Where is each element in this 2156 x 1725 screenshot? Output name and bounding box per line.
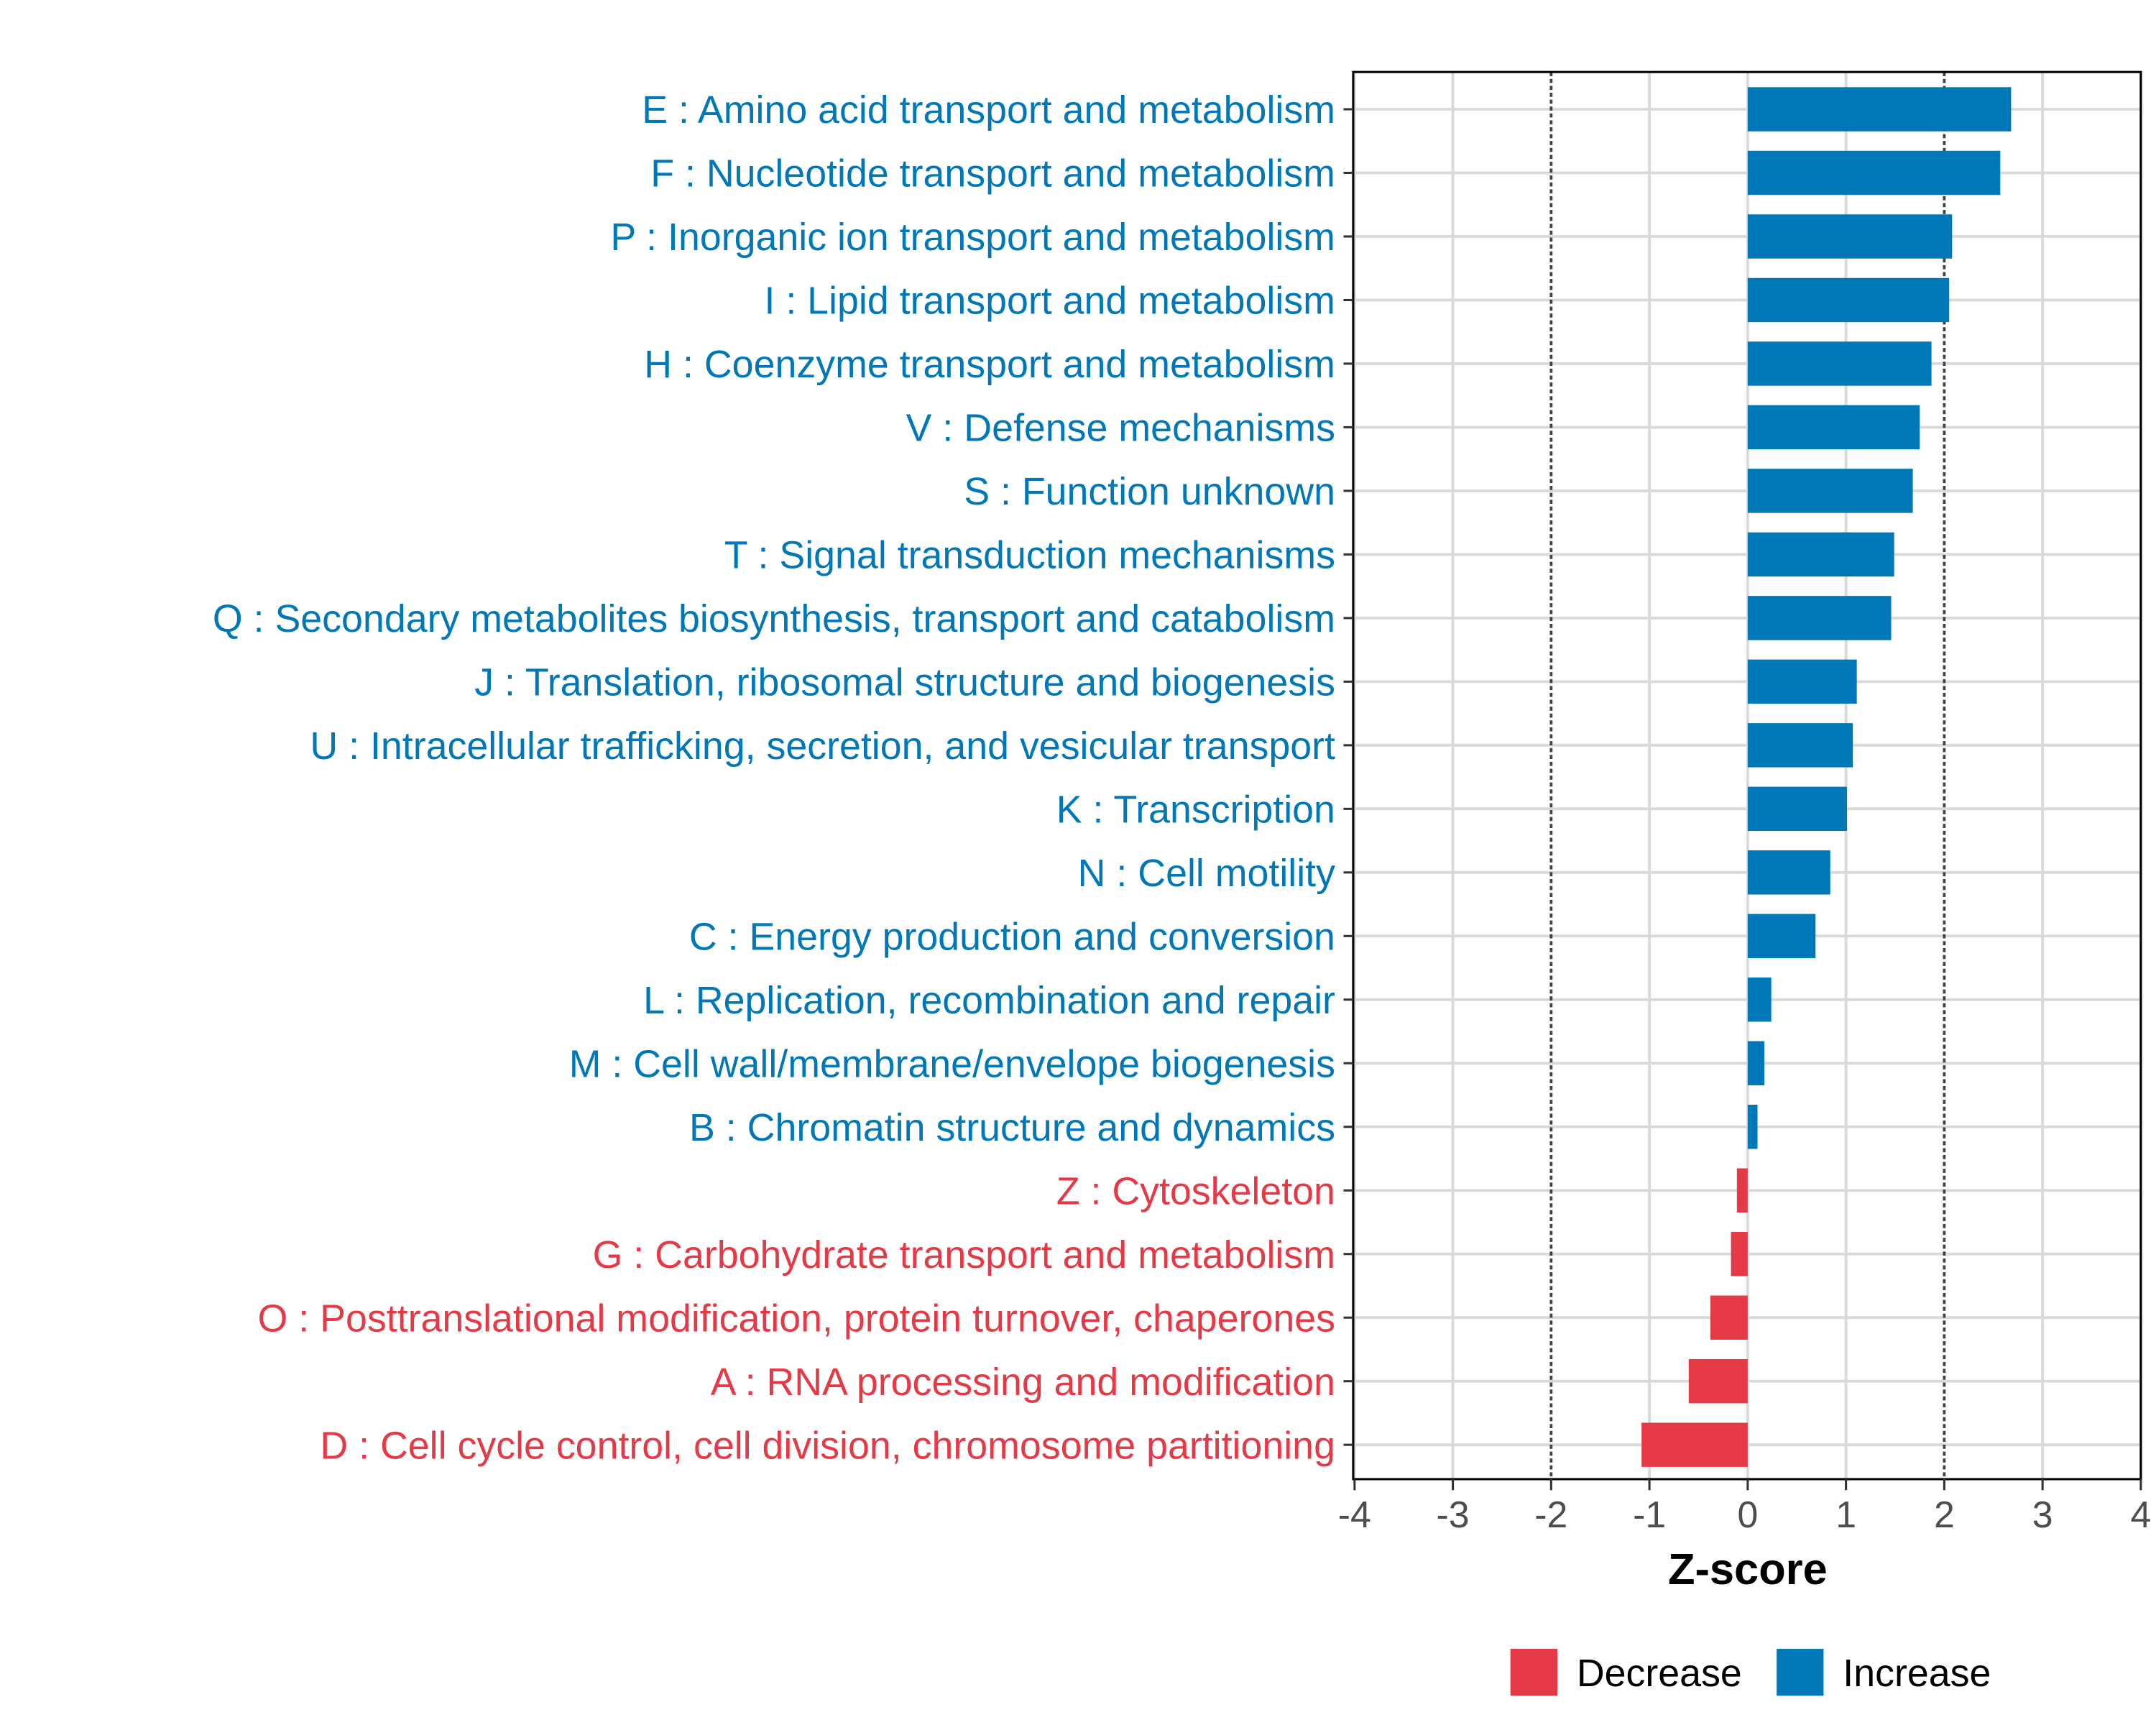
bar	[1747, 150, 2001, 196]
y-tick-label: K : Transcription	[1056, 788, 1335, 832]
bar	[1747, 469, 1913, 513]
x-tick-label: -4	[1338, 1494, 1371, 1535]
y-tick-label: G : Carbohydrate transport and metabolis…	[593, 1233, 1335, 1276]
bar	[1747, 1105, 1758, 1149]
bar	[1736, 1168, 1748, 1213]
legend: Decrease Increase	[1510, 1649, 1991, 1696]
bar	[1688, 1358, 1748, 1404]
legend-swatch-decrease	[1510, 1649, 1557, 1696]
x-tick-label: -2	[1534, 1494, 1567, 1535]
y-tick-label: E : Amino acid transport and metabolism	[642, 88, 1335, 132]
y-tick-label: H : Coenzyme transport and metabolism	[644, 343, 1335, 386]
y-tick-label: P : Inorganic ion transport and metaboli…	[610, 216, 1335, 259]
y-tick-label: L : Replication, recombination and repai…	[643, 979, 1335, 1022]
x-tick-label: 1	[1835, 1494, 1856, 1535]
bar	[1747, 850, 1830, 895]
bar	[1747, 532, 1894, 577]
legend-label-decrease: Decrease	[1577, 1652, 1742, 1695]
y-tick-label: M : Cell wall/membrane/envelope biogenes…	[569, 1042, 1335, 1085]
x-tick-label: -3	[1437, 1494, 1470, 1535]
legend-swatch-increase	[1777, 1649, 1824, 1696]
y-tick-label: Z : Cytoskeleton	[1056, 1169, 1335, 1213]
y-tick-label: D : Cell cycle control, cell division, c…	[320, 1424, 1335, 1467]
bar	[1747, 978, 1772, 1022]
y-tick-label: T : Signal transduction mechanisms	[724, 534, 1335, 577]
y-tick-label: O : Posttranslational modification, prot…	[258, 1297, 1335, 1340]
x-tick-label: 4	[2130, 1494, 2151, 1535]
y-tick-label: B : Chromatin structure and dynamics	[689, 1106, 1335, 1149]
y-axis-labels: E : Amino acid transport and metabolism F…	[213, 88, 1353, 1467]
bar	[1747, 1041, 1765, 1085]
x-tick-label: 0	[1737, 1494, 1758, 1535]
bars	[1641, 87, 2012, 1467]
bar	[1747, 214, 1953, 259]
bar	[1747, 786, 1847, 832]
bar	[1710, 1295, 1748, 1340]
x-tick-label: -1	[1633, 1494, 1666, 1535]
bar	[1747, 277, 1950, 323]
bar	[1747, 87, 2012, 132]
y-tick-label: V : Defense mechanisms	[906, 407, 1335, 450]
y-tick-label: I : Lipid transport and metabolism	[764, 280, 1335, 323]
y-tick-label: S : Function unknown	[964, 470, 1335, 513]
bar	[1747, 914, 1816, 959]
bar	[1747, 659, 1857, 704]
x-axis: -4 -3 -2 -1 0 1 2 3 4	[1338, 1478, 2151, 1535]
bar	[1731, 1232, 1748, 1276]
y-tick-label: U : Intracellular trafficking, secretion…	[310, 724, 1335, 768]
y-tick-label: C : Energy production and conversion	[689, 915, 1335, 958]
panel-border	[1352, 70, 2142, 1481]
y-tick-label: F : Nucleotide transport and metabolism	[650, 152, 1335, 196]
y-tick-label: Q : Secondary metabolites biosynthesis, …	[213, 597, 1335, 640]
bar	[1641, 1422, 1748, 1467]
bar	[1747, 405, 1920, 450]
y-tick-label: J : Translation, ribosomal structure and…	[474, 661, 1335, 704]
bar	[1747, 596, 1892, 640]
y-tick-label: N : Cell motility	[1078, 852, 1335, 895]
x-tick-label: 2	[1934, 1494, 1955, 1535]
x-axis-title: Z-score	[1668, 1545, 1828, 1594]
bar	[1747, 341, 1932, 386]
y-tick-label: A : RNA processing and modification	[711, 1361, 1335, 1404]
bar	[1747, 723, 1853, 768]
legend-label-increase: Increase	[1843, 1652, 1991, 1695]
x-tick-label: 3	[2032, 1494, 2053, 1535]
